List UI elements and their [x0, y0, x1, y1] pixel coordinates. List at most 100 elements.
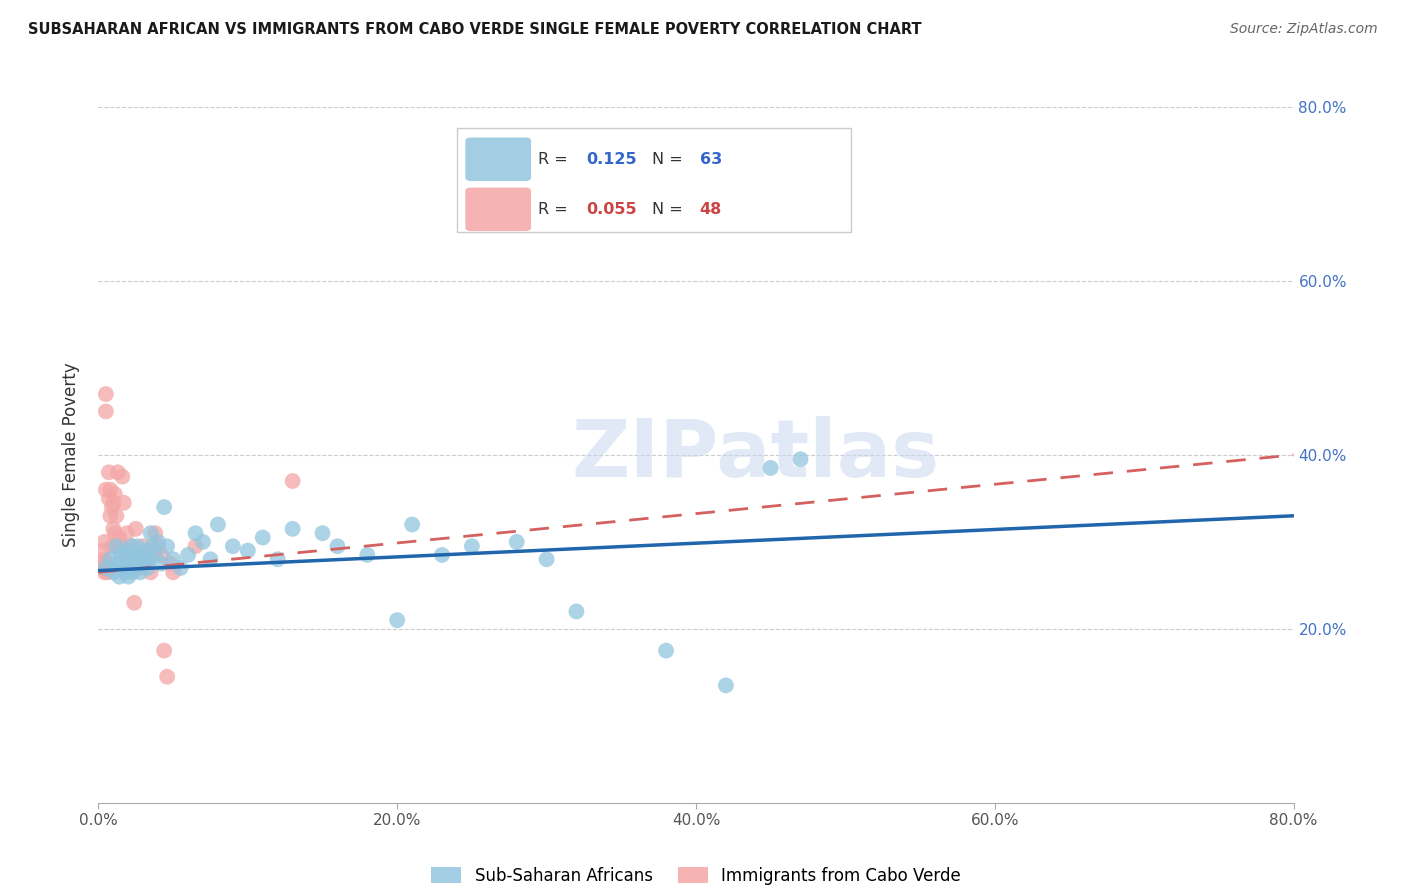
Point — [101, 539, 124, 553]
Point — [125, 548, 148, 562]
Point — [91, 543, 114, 558]
Point — [100, 483, 122, 497]
Point — [153, 500, 176, 514]
Text: R =: R = — [538, 152, 574, 167]
Point — [120, 539, 142, 553]
Point — [93, 566, 115, 580]
Point — [153, 643, 176, 657]
Point — [267, 552, 290, 566]
Point — [103, 566, 125, 580]
Legend: Sub-Saharan Africans, Immigrants from Cabo Verde: Sub-Saharan Africans, Immigrants from Ca… — [425, 860, 967, 891]
Point — [139, 526, 162, 541]
Point — [159, 557, 181, 571]
Point — [184, 526, 207, 541]
Point — [120, 539, 142, 553]
Point — [93, 552, 115, 566]
Point — [236, 543, 259, 558]
Point — [117, 548, 139, 562]
Point — [281, 522, 304, 536]
Point — [759, 461, 782, 475]
Point — [111, 469, 134, 483]
Point — [184, 539, 207, 553]
Point — [162, 566, 184, 580]
Point — [103, 522, 125, 536]
Point — [191, 534, 214, 549]
Point — [222, 539, 245, 553]
Point — [100, 552, 122, 566]
Point — [430, 548, 453, 562]
Point — [311, 526, 333, 541]
Text: Source: ZipAtlas.com: Source: ZipAtlas.com — [1230, 22, 1378, 37]
Point — [108, 531, 131, 545]
Point — [356, 548, 378, 562]
Point — [150, 548, 173, 562]
Point — [385, 613, 409, 627]
Point — [536, 552, 558, 566]
Point — [177, 548, 200, 562]
Point — [94, 483, 117, 497]
Point — [121, 566, 143, 580]
Text: N =: N = — [652, 202, 688, 217]
Point — [132, 539, 155, 553]
Point — [105, 557, 128, 571]
Point — [114, 543, 136, 558]
Point — [124, 596, 146, 610]
Point — [135, 552, 157, 566]
Point — [91, 557, 114, 571]
FancyBboxPatch shape — [465, 137, 531, 181]
Point — [127, 539, 149, 553]
Point — [104, 526, 127, 541]
Point — [114, 566, 136, 580]
Point — [461, 539, 484, 553]
Point — [90, 561, 112, 575]
Text: ZIPatlas: ZIPatlas — [572, 416, 939, 494]
Point — [136, 561, 159, 575]
Point — [97, 466, 120, 480]
Text: N =: N = — [652, 152, 688, 167]
Point — [125, 522, 148, 536]
Point — [105, 539, 128, 553]
Text: 63: 63 — [700, 152, 721, 167]
Point — [565, 605, 588, 619]
Point — [127, 548, 149, 562]
Point — [105, 508, 128, 523]
Point — [169, 561, 191, 575]
Point — [156, 670, 179, 684]
Point — [110, 557, 132, 571]
Text: 0.125: 0.125 — [586, 152, 637, 167]
Point — [124, 557, 146, 571]
Point — [143, 548, 166, 562]
Point — [93, 534, 115, 549]
Point — [108, 570, 131, 584]
Point — [141, 539, 163, 553]
Text: 48: 48 — [700, 202, 721, 217]
Point — [112, 496, 135, 510]
Point — [655, 643, 678, 657]
Point — [162, 552, 184, 566]
Point — [125, 561, 148, 575]
Point — [506, 534, 529, 549]
Point — [94, 387, 117, 401]
Text: SUBSAHARAN AFRICAN VS IMMIGRANTS FROM CABO VERDE SINGLE FEMALE POVERTY CORRELATI: SUBSAHARAN AFRICAN VS IMMIGRANTS FROM CA… — [28, 22, 922, 37]
Point — [117, 570, 139, 584]
Point — [110, 548, 132, 562]
Point — [714, 678, 737, 692]
Point — [110, 539, 132, 553]
Point — [129, 561, 152, 575]
Point — [112, 552, 135, 566]
Point — [94, 561, 117, 575]
Point — [132, 548, 155, 562]
FancyBboxPatch shape — [457, 128, 852, 232]
Point — [401, 517, 423, 532]
Point — [103, 496, 125, 510]
Point — [252, 531, 274, 545]
Point — [138, 552, 160, 566]
Point — [148, 539, 170, 553]
Point — [118, 561, 141, 575]
Point — [207, 517, 229, 532]
Point — [120, 552, 142, 566]
Point — [143, 526, 166, 541]
Point — [100, 508, 122, 523]
Point — [107, 466, 129, 480]
Y-axis label: Single Female Poverty: Single Female Poverty — [62, 363, 80, 547]
